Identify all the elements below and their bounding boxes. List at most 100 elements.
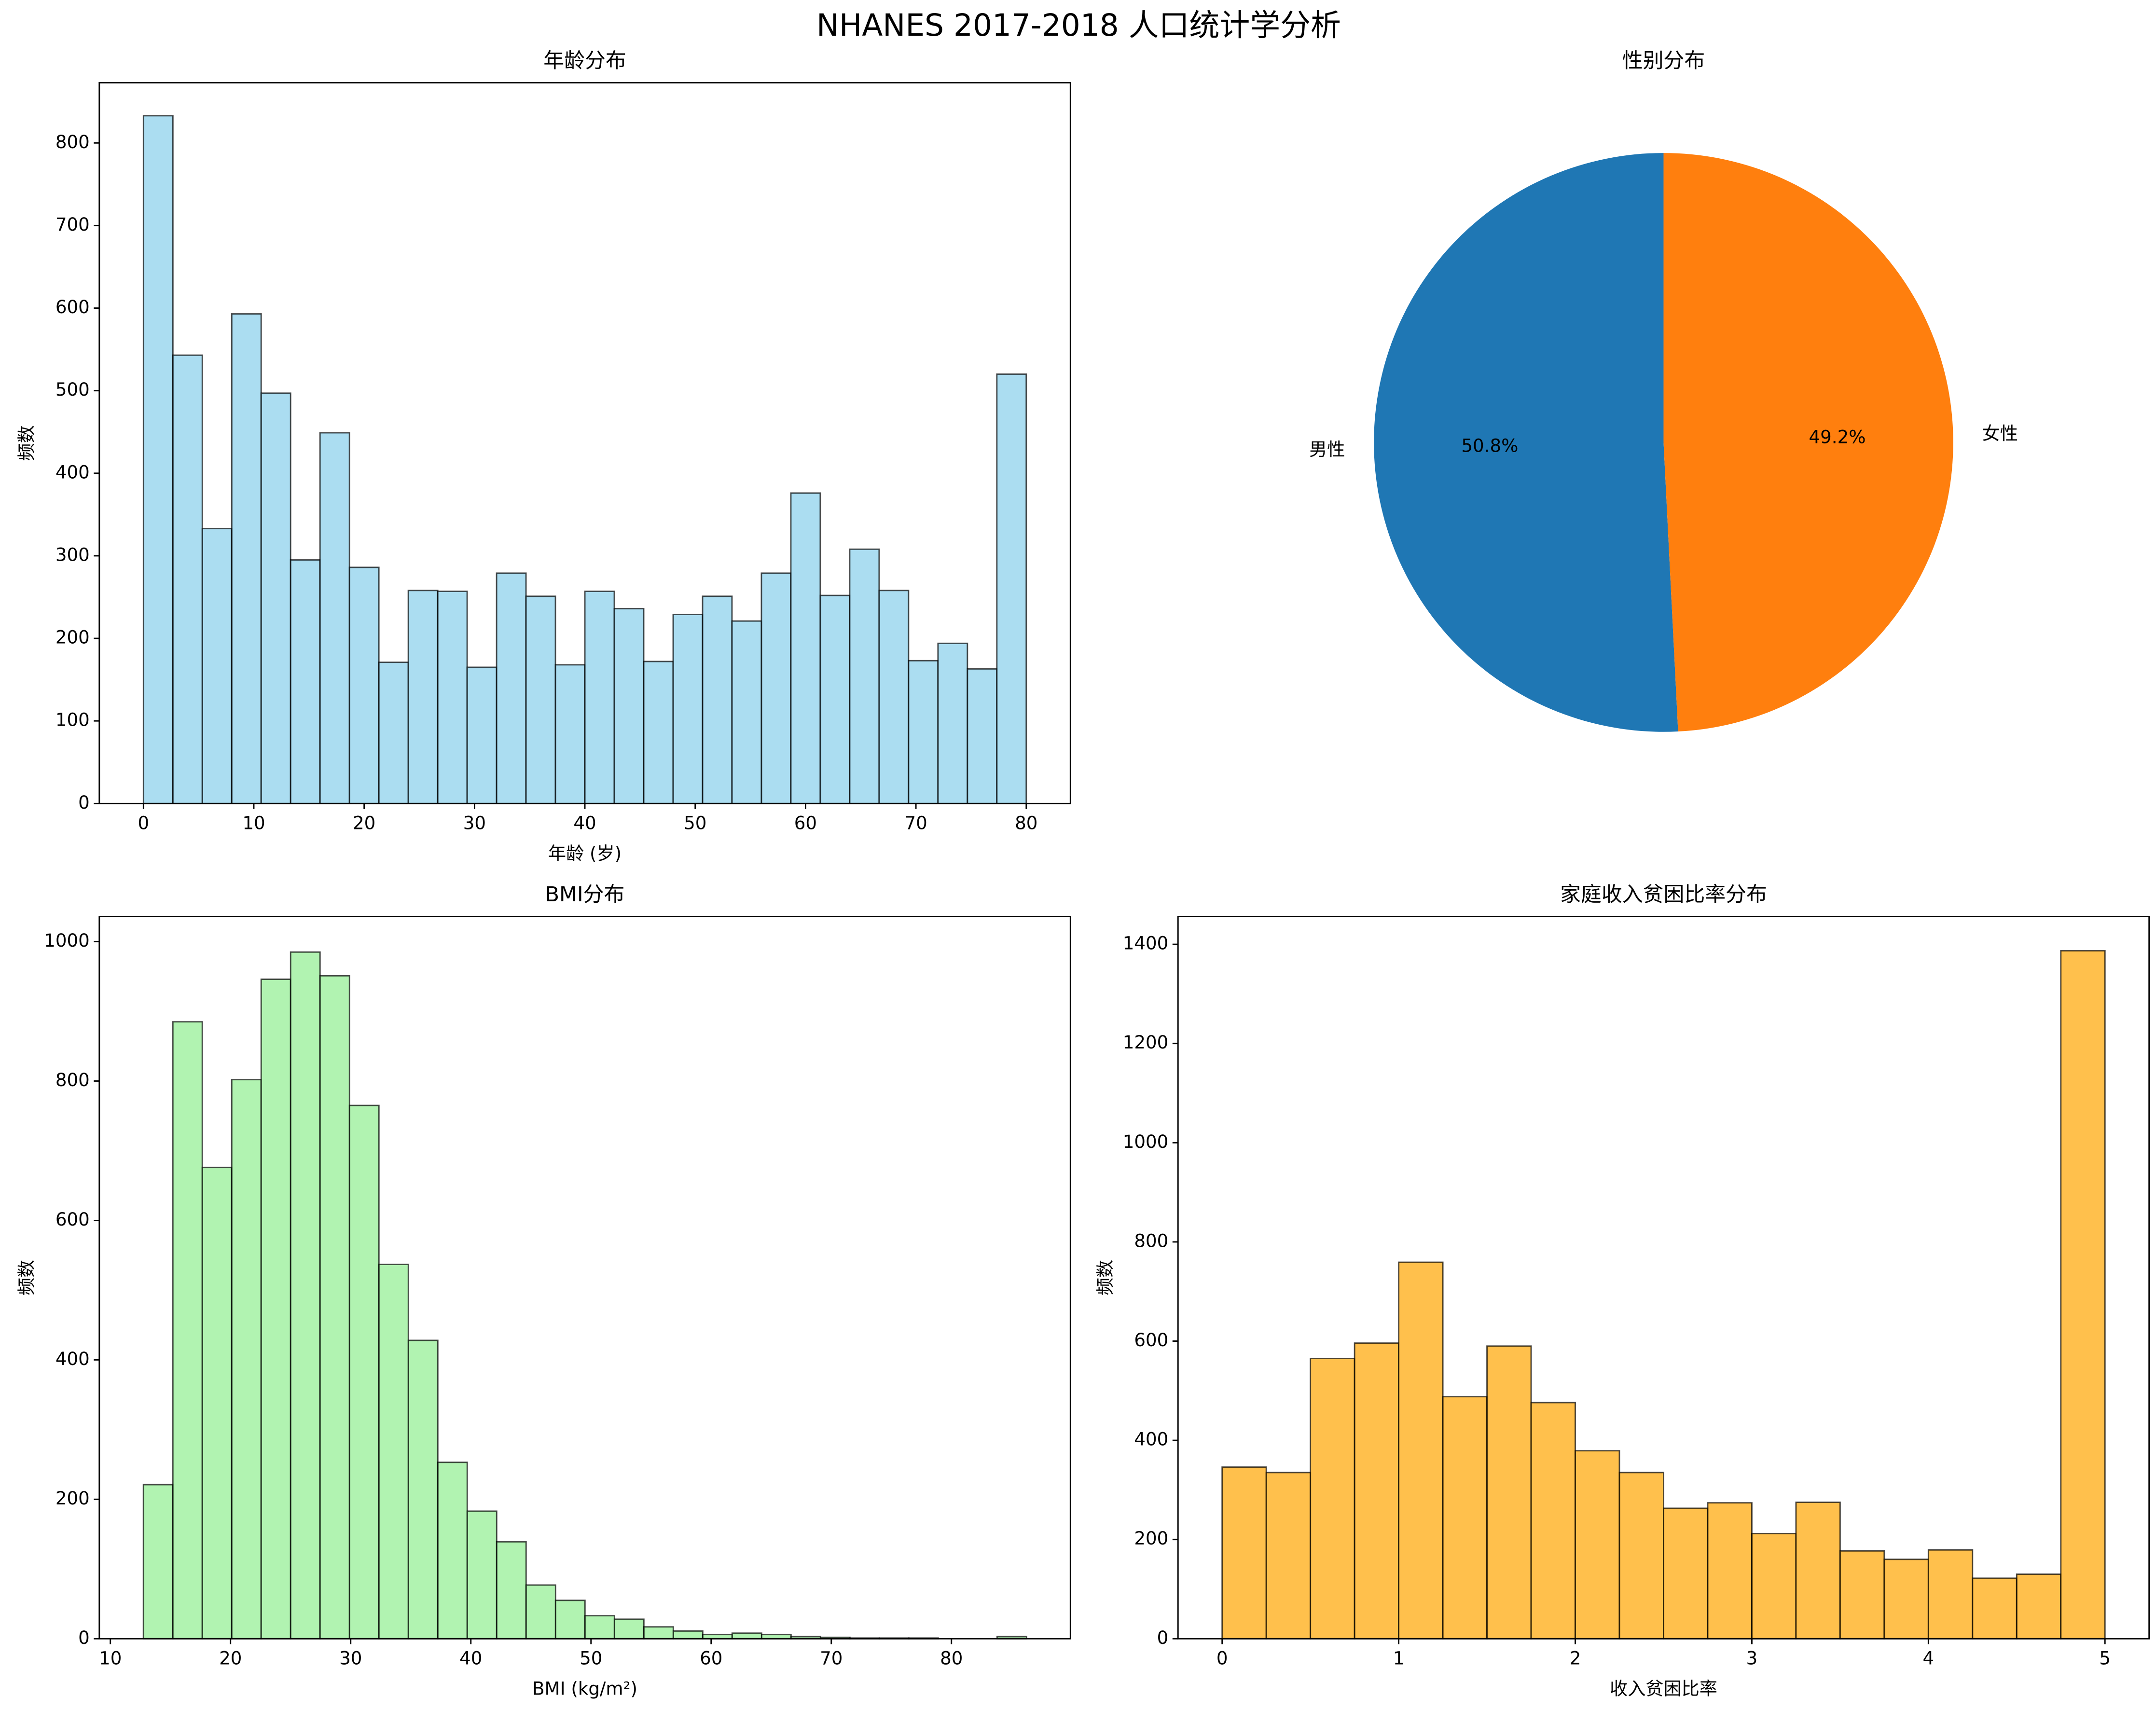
bar [496,1541,527,1640]
bar [348,566,380,804]
bar [702,595,733,804]
bar [1883,1558,1929,1640]
bar [643,661,674,804]
bar [407,1339,439,1640]
bar [672,614,704,804]
bar [2060,950,2106,1640]
x-tick-label: 50 [580,1648,602,1669]
x-tick-label: 50 [684,813,706,834]
y-tick-label: 600 [1134,1330,1168,1351]
bar [466,666,498,804]
bar [1310,1358,1355,1640]
bar [1486,1345,1532,1640]
bar [231,1079,262,1640]
bar [142,1484,174,1640]
bar [790,492,821,804]
y-tick-label: 800 [55,132,90,152]
bar [1927,1549,1974,1640]
bar [319,432,350,804]
y-tick-label: 1400 [1123,933,1169,954]
slice-value-label: 49.2% [1809,427,1866,447]
bar [1839,1550,1885,1640]
slice-label: 男性 [1309,439,1345,460]
bar [437,591,468,804]
bar [407,590,439,804]
x-tick-label: 4 [1923,1648,1935,1669]
bar [672,1630,704,1640]
x-tick-label: 3 [1746,1648,1758,1669]
x-tick-label: 60 [700,1648,722,1669]
bar [201,528,233,804]
bar [760,572,792,804]
bar [378,662,409,804]
y-tick-label: 0 [1157,1627,1169,1648]
bar [172,1021,203,1640]
y-tick-label: 400 [1134,1429,1168,1450]
y-tick-label: 700 [55,214,90,235]
bar [554,664,586,804]
x-tick-label: 5 [2099,1648,2111,1669]
x-axis-label: 年龄 (岁) [548,843,622,864]
bar [437,1461,468,1640]
bar [525,595,556,804]
y-tick-label: 0 [78,792,90,813]
bar [2016,1573,2062,1640]
subplot-title: 年龄分布 [543,49,626,73]
slice-label: 女性 [1982,423,2018,444]
bar [613,608,645,804]
bar [849,548,880,804]
y-tick-label: 600 [55,297,90,317]
subplot-title: 家庭收入贫困比率分布 [1560,882,1767,907]
y-tick-label: 200 [55,627,90,648]
bar [584,1615,615,1640]
bar [731,1632,762,1640]
bar [1663,1507,1709,1640]
bar [348,1104,380,1640]
bar [554,1599,586,1640]
slice-value-label: 50.8% [1461,435,1518,456]
bar [231,313,262,804]
bar [1398,1261,1444,1640]
bar [878,590,910,804]
bar [1751,1532,1797,1640]
y-tick-label: 300 [55,544,90,565]
x-tick-label: 80 [940,1648,963,1669]
y-tick-label: 500 [55,379,90,400]
x-tick-label: 1 [1393,1648,1405,1669]
x-tick-label: 20 [353,813,375,834]
x-tick-label: 70 [820,1648,843,1669]
bar [643,1626,674,1640]
x-tick-label: 70 [904,813,927,834]
y-axis-label: 频数 [16,1260,37,1296]
bar [496,572,527,804]
x-tick-label: 80 [1015,813,1037,834]
y-axis-label: 频数 [1095,1260,1116,1296]
y-tick-label: 1000 [44,930,90,951]
y-tick-label: 200 [55,1488,90,1509]
y-tick-label: 1200 [1123,1032,1169,1053]
bar [260,979,291,1640]
bar [613,1618,645,1640]
x-tick-label: 30 [463,813,486,834]
x-axis-label: 收入贫困比率 [1610,1679,1717,1699]
bar [466,1510,498,1640]
plot-frame [98,82,1071,804]
y-tick-label: 200 [1134,1528,1168,1549]
x-axis-label: BMI (kg/m²) [532,1679,637,1699]
y-tick-label: 1000 [1123,1131,1169,1152]
y-tick-label: 600 [55,1209,90,1230]
x-tick-label: 40 [459,1648,482,1669]
x-tick-label: 0 [1216,1648,1228,1669]
bar [290,951,321,1640]
y-tick-label: 100 [55,710,90,730]
y-tick-label: 800 [55,1070,90,1090]
x-tick-label: 0 [138,813,149,834]
bar [172,354,203,804]
bar [1618,1472,1664,1640]
x-tick-label: 10 [99,1648,122,1669]
bar [260,392,291,804]
bar [290,559,321,804]
bar [1221,1466,1267,1640]
bar [1795,1502,1841,1640]
